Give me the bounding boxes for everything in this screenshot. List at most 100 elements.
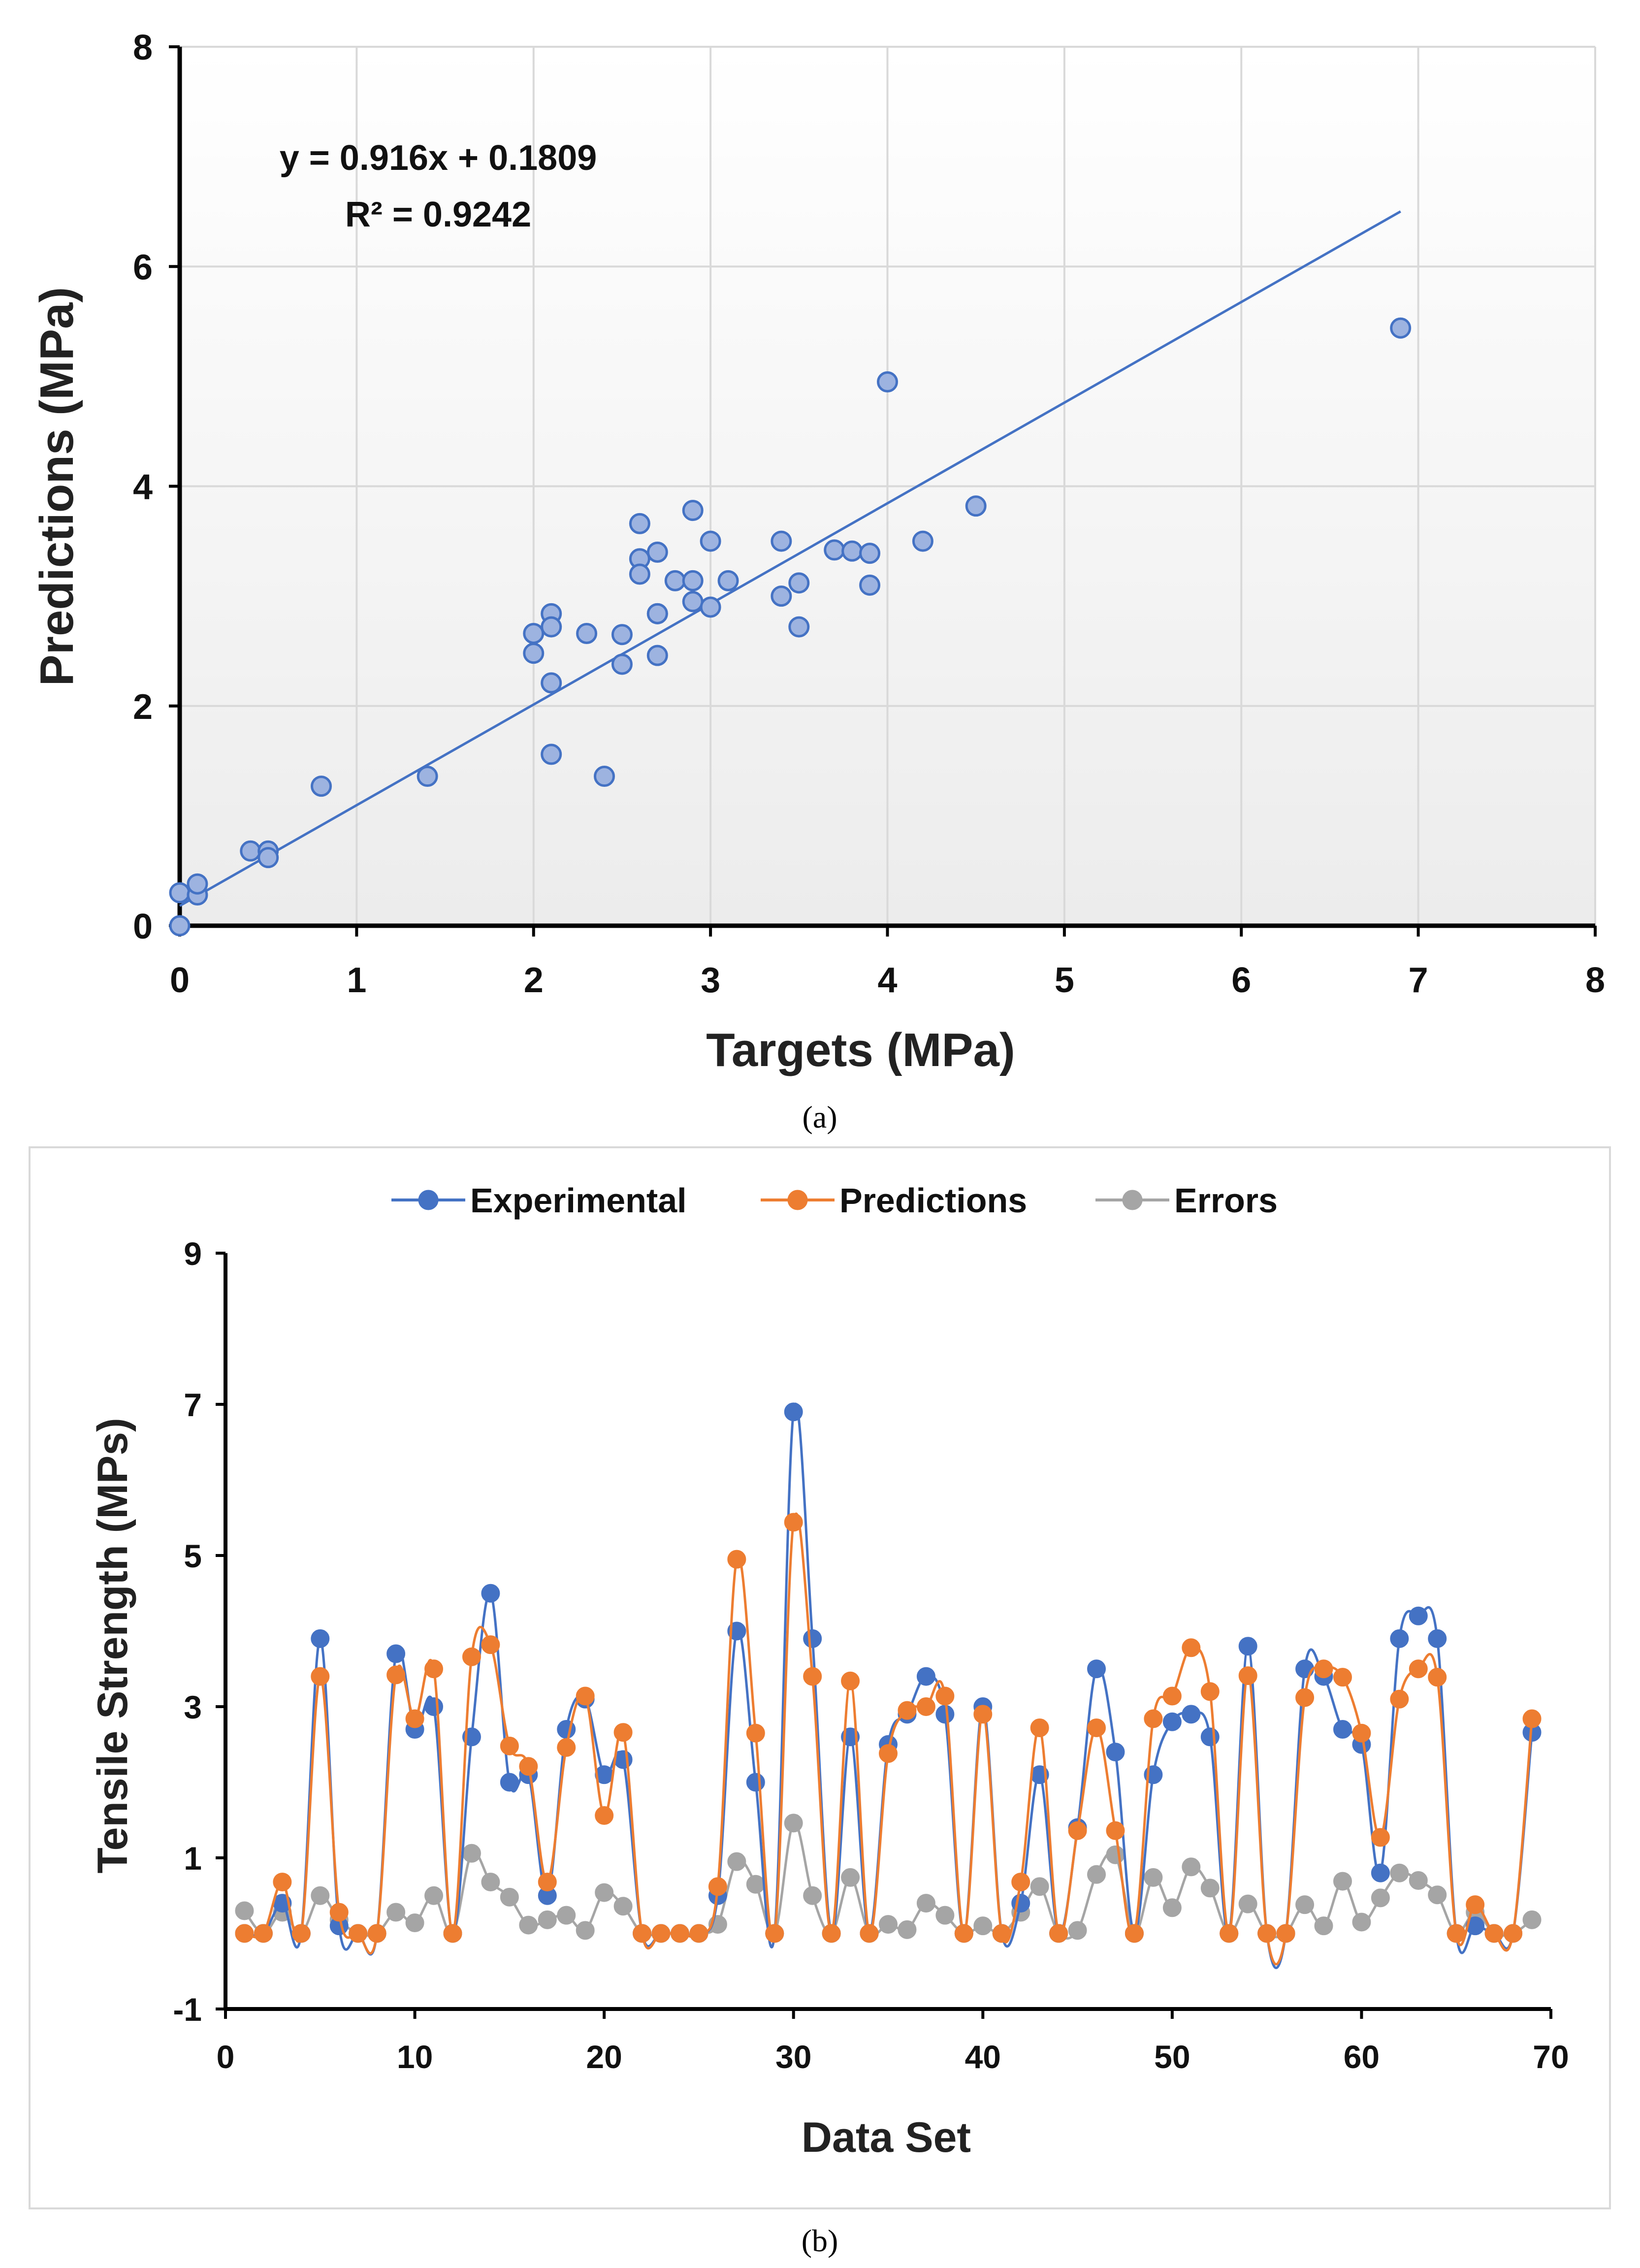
series-marker [898,1920,917,1939]
series-marker [443,1924,462,1943]
legend-item-predictions[interactable]: Predictions [761,1181,1027,1220]
x-tick-label: 4 [877,961,897,1000]
series-marker [1182,1705,1201,1724]
y-tick-label: 3 [184,1689,202,1725]
series-marker [1522,1709,1542,1728]
x-tick-label: 7 [1409,961,1428,1000]
series-marker [254,1924,273,1943]
x-tick-label: 5 [1055,961,1074,1000]
x-tick-label: 1 [347,961,366,1000]
series-marker [538,1910,557,1929]
series-marker [784,1513,803,1532]
x-tick-label: 3 [701,961,720,1000]
series-marker [746,1723,765,1743]
scatter-point [824,539,845,561]
series-marker [879,1915,898,1934]
tick-labels-b: 0 10 20 30 40 50 60 70 -1 1 3 5 7 9 [173,1235,1569,2075]
x-tick-label: 0 [217,2039,235,2075]
scatter-point [912,530,933,552]
legend-label-predictions: Predictions [839,1181,1027,1220]
series-marker [633,1924,652,1943]
series-marker [1087,1659,1106,1679]
series-marker [689,1924,708,1943]
series-marker [1522,1910,1542,1929]
line-panel: 0 10 20 30 40 50 60 70 -1 1 3 5 7 9 Experimental Pred… [29,1146,1611,2258]
series-marker [1428,1885,1447,1905]
axes-b [216,1252,1552,2019]
y-tick-label: 9 [184,1235,202,1272]
series-marker [1333,1720,1352,1739]
series-marker [992,1924,1011,1943]
scatter-point [700,596,721,618]
scatter-point [771,530,792,552]
series-marker [424,1697,444,1716]
x-tick-label: 10 [397,2039,433,2075]
x-tick-label: 70 [1533,2039,1569,2075]
series-marker [1068,1821,1087,1840]
series-marker [784,1814,803,1833]
x-axis-title-a: Targets (MPa) [706,1024,1015,1076]
series-marker [973,1705,993,1724]
series-marker [935,1686,955,1706]
series-marker [311,1667,330,1686]
scatter-point [576,622,598,644]
series-marker [765,1924,784,1943]
legend-item-errors[interactable]: Errors [1095,1181,1278,1220]
series-marker [1295,1895,1315,1914]
y-tick-label: 1 [184,1840,202,1877]
series-marker [595,1806,614,1825]
series-marker [386,1644,406,1663]
scatter-point [646,645,668,666]
x-tick-label: 50 [1154,2039,1190,2075]
series-marker [1144,1868,1163,1887]
scatter-point [664,570,686,591]
series-marker [386,1903,406,1922]
series-marker [1182,1638,1201,1657]
series-marker [1314,1916,1333,1936]
series-marker [576,1921,595,1940]
scatter-point [682,591,704,613]
x-tick-label: 40 [965,2039,1001,2075]
scatter-point [682,500,704,521]
series-marker [595,1883,614,1902]
series-marker [916,1894,935,1913]
series-marker [1220,1924,1239,1943]
x-tick-label: 30 [775,2039,811,2075]
series-marker [1238,1637,1257,1656]
x-tick-label: 0 [170,961,190,1000]
series-marker [1466,1895,1485,1914]
series-marker [481,1873,500,1892]
series-marker [746,1773,765,1792]
series-marker [1200,1879,1220,1898]
y-tick-label: 7 [184,1387,202,1423]
scatter-panel: 0 1 2 3 4 5 6 7 8 0 2 4 6 8 y = 0.916x + 0.1809 R² = … [31,28,1605,1134]
x-axis-title-b: Data Set [802,2114,971,2161]
y-tick-label: 6 [133,248,153,287]
y-axis-title-b: Tensile Strength (MPs) [89,1418,136,1873]
x-tick-label: 20 [586,2039,622,2075]
series-marker [1106,1845,1125,1864]
series-marker [935,1906,955,1925]
series-marker [1409,1871,1428,1890]
scatter-point [611,653,633,675]
series-marker [1257,1924,1277,1943]
scatter-points [169,317,1412,937]
series-marker [935,1705,955,1724]
scatter-point [541,616,562,638]
series-marker [954,1924,973,1943]
series-marker [1087,1718,1106,1737]
scatter-point [523,643,545,664]
series-marker [386,1665,406,1685]
scatter-point [646,541,668,563]
series-marker [727,1550,746,1569]
series-marker [1447,1924,1466,1943]
scatter-point [311,776,332,797]
scatter-point [682,570,704,591]
series-marker [822,1924,841,1943]
legend-item-experimental[interactable]: Experimental [391,1181,687,1220]
series-marker [1428,1668,1447,1687]
series-marker [538,1873,557,1892]
series-marker [1144,1709,1163,1728]
series-marker [481,1584,500,1603]
